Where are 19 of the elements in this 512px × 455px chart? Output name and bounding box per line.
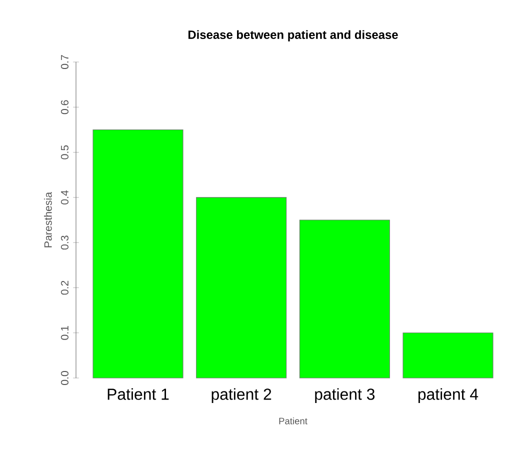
x-tick-label: patient 2 — [212, 388, 272, 404]
y-tick-label: 0.6 — [60, 100, 68, 114]
bar — [299, 220, 390, 378]
bar — [92, 129, 184, 378]
bar — [196, 197, 287, 378]
y-axis-title: Paresthesia — [44, 192, 52, 248]
y-tick-label: 0.5 — [60, 145, 68, 160]
chart-title: Disease between patient and disease — [188, 30, 398, 42]
y-tick-label: 0.0 — [60, 371, 68, 385]
x-axis-title: Patient — [279, 418, 308, 424]
y-tick-label: 0.4 — [60, 190, 68, 204]
y-tick-label: 0.7 — [60, 55, 68, 69]
y-tick-label: 0.1 — [60, 326, 68, 340]
y-tick-label: 0.3 — [60, 236, 68, 250]
x-tick-label: patient 3 — [315, 388, 375, 404]
bar — [402, 332, 494, 378]
x-tick-label: Patient 1 — [108, 388, 169, 400]
y-tick-label: 0.2 — [60, 280, 68, 295]
x-tick-label: patient 4 — [418, 388, 478, 404]
